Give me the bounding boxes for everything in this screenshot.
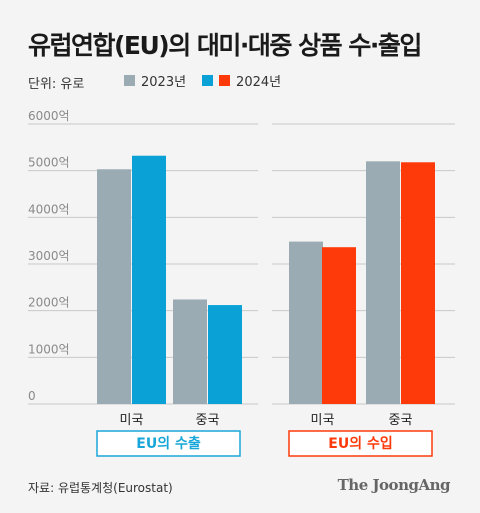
bar-imports-중국-2024년: [401, 162, 435, 404]
legend: 2023년 2024년: [124, 71, 297, 90]
category-label-1-1: 중국: [389, 413, 413, 428]
y-tick-label-2: 2000억: [28, 296, 70, 310]
legend-swatch-2024-exports: [202, 75, 214, 86]
category-label-1-0: 미국: [311, 413, 335, 428]
y-tick-label-1: 1000억: [28, 342, 70, 356]
bar-exports-중국-2024년: [208, 305, 242, 404]
y-tick-label-6: 6000억: [28, 109, 70, 123]
group-box-imports: [288, 430, 433, 457]
legend-swatch-2024-imports: [219, 75, 231, 86]
legend-label-2023: 2023년: [141, 75, 187, 90]
legend-item-2023: 2023년: [124, 71, 186, 90]
bar-exports-미국-2023년: [97, 169, 131, 404]
legend-label-2024: 2024년: [236, 75, 282, 90]
source-note: 자료: 유럽통계청(Eurostat): [28, 481, 173, 495]
brand-logo: The JoongAng: [337, 476, 451, 494]
legend-swatch-2023: [124, 75, 135, 86]
unit-label: 단위: 유로: [28, 77, 85, 92]
y-tick-label-3: 3000억: [28, 249, 70, 263]
y-tick-label-0: 0: [28, 389, 36, 403]
y-tick-label-4: 4000억: [28, 202, 70, 216]
bar-exports-중국-2023년: [173, 299, 207, 404]
category-label-0-1: 중국: [196, 413, 220, 428]
bar-imports-미국-2024년: [322, 247, 356, 404]
chart-title: 유럽연합(EU)의 대미·대중 상품 수·출입: [28, 31, 422, 60]
group-box-exports: [96, 430, 241, 457]
legend-item-2024: 2024년: [202, 71, 281, 90]
bar-imports-미국-2023년: [289, 241, 323, 404]
bar-exports-미국-2024년: [132, 155, 166, 404]
y-tick-label-5: 5000억: [28, 156, 70, 170]
category-label-0-0: 미국: [120, 413, 144, 428]
group-label-imports: EU의 수입: [328, 435, 392, 452]
group-label-exports: EU의 수출: [136, 435, 201, 452]
bar-imports-중국-2023년: [366, 161, 400, 404]
